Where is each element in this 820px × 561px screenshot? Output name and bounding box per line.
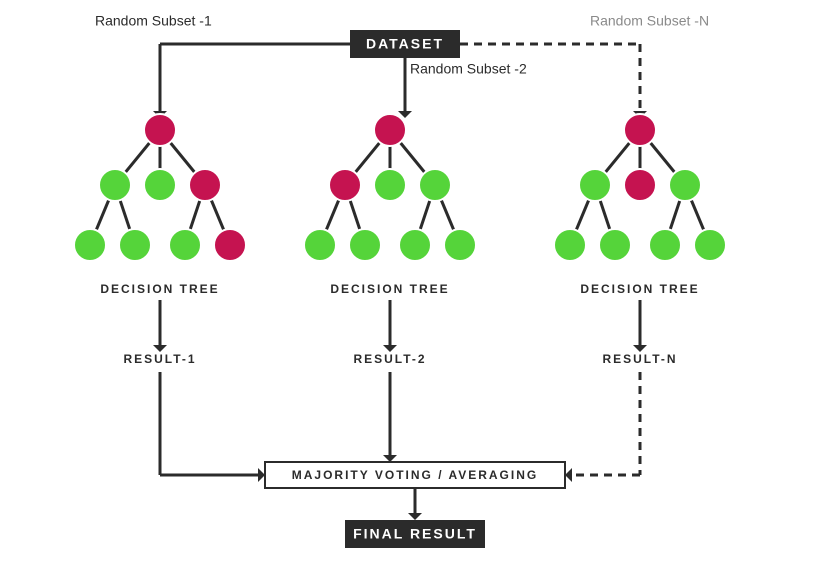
tree-node — [374, 169, 406, 201]
arrowhead-icon — [633, 345, 647, 352]
decision-tree-label: DECISION TREE — [330, 282, 449, 296]
tree-node — [329, 169, 361, 201]
result-label: RESULT-2 — [353, 352, 426, 366]
tree-node — [694, 229, 726, 261]
arrowhead-icon — [383, 455, 397, 462]
tree-node — [399, 229, 431, 261]
tree-node — [119, 229, 151, 261]
tree-node — [214, 229, 246, 261]
tree-node — [624, 169, 656, 201]
dataset-label: DATASET — [366, 36, 444, 52]
tree-node — [144, 114, 176, 146]
decision-tree-label: DECISION TREE — [100, 282, 219, 296]
tree-node — [99, 169, 131, 201]
arrowhead-icon — [408, 513, 422, 520]
tree-node — [624, 114, 656, 146]
tree-node — [374, 114, 406, 146]
subset-2-label: Random Subset -2 — [410, 61, 527, 77]
arrowhead-icon — [258, 468, 265, 482]
tree-node — [649, 229, 681, 261]
tree-node — [579, 169, 611, 201]
result-label: RESULT-1 — [123, 352, 196, 366]
tree-node — [349, 229, 381, 261]
tree-node — [599, 229, 631, 261]
tree-node — [144, 169, 176, 201]
tree-node — [554, 229, 586, 261]
final-label: FINAL RESULT — [353, 526, 477, 542]
arrowhead-icon — [383, 345, 397, 352]
random-forest-diagram: DATASET Random Subset -1 Random Subset -2 R… — [0, 0, 820, 561]
arrowhead-icon — [153, 345, 167, 352]
arrowhead-icon — [565, 468, 572, 482]
tree-node — [304, 229, 336, 261]
tree-node — [189, 169, 221, 201]
tree-node — [419, 169, 451, 201]
tree-node — [169, 229, 201, 261]
tree-node — [444, 229, 476, 261]
subset-n-label: Random Subset -N — [590, 13, 709, 29]
result-label: RESULT-N — [602, 352, 677, 366]
subset-1-label: Random Subset -1 — [95, 13, 212, 29]
tree-node — [74, 229, 106, 261]
decision-tree-label: DECISION TREE — [580, 282, 699, 296]
voting-label: MAJORITY VOTING / AVERAGING — [292, 468, 538, 482]
tree-node — [669, 169, 701, 201]
